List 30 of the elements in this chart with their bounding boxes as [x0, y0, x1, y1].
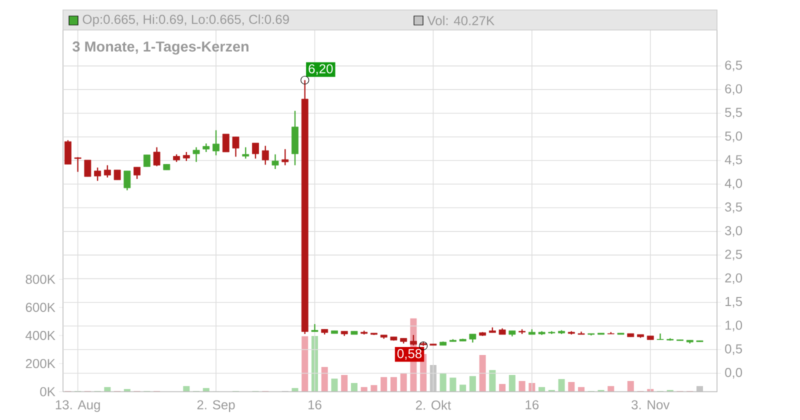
y2-tick-label: 400K — [26, 330, 56, 340]
y-tick-label: 5,5 — [725, 108, 742, 118]
y-tick-label: 4,0 — [724, 178, 742, 190]
y-tick-label: 0,5 — [725, 344, 742, 355]
annotation: 6,20 — [308, 64, 333, 75]
y-tick-label: 6,0 — [725, 84, 742, 95]
x-tick-label: 3. Nov — [632, 400, 670, 410]
y2-tick-label: 0K — [40, 387, 56, 396]
y2-tick-label: 800K — [26, 274, 56, 284]
y-tick-label: 3,5 — [725, 202, 742, 214]
y-tick-label: 1,5 — [726, 297, 742, 308]
text: 3 Monate, 1-Tages-Kerzen — [72, 41, 248, 55]
y-tick-label: 1,0 — [726, 320, 742, 332]
y-tick-label: 0,0 — [725, 368, 742, 379]
y-tick-label: 4,5 — [724, 155, 742, 166]
annotation: 0,58 — [397, 349, 422, 360]
y-tick-label: 2,0 — [725, 273, 742, 284]
text: Vol: 40.27K — [427, 16, 495, 26]
y2-tick-label: 200K — [26, 359, 56, 368]
y-tick-label: 5,0 — [725, 132, 742, 142]
x-tick-label: 16 — [526, 400, 539, 410]
y-tick-label: 2,5 — [725, 250, 742, 260]
y2-tick-label: 600K — [26, 302, 56, 312]
x-tick-label: 13. Aug — [56, 400, 100, 412]
x-tick-label: 2. Okt — [416, 400, 451, 410]
y-tick-label: 3,0 — [725, 226, 742, 237]
y-tick-label: 6,5 — [725, 60, 742, 72]
text: Op:0.665, Hi:0.69, Lo:0.665, Cl:0.69 — [82, 14, 289, 27]
x-tick-label: 16 — [308, 400, 322, 410]
x-tick-label: 2. Sep — [197, 400, 235, 412]
